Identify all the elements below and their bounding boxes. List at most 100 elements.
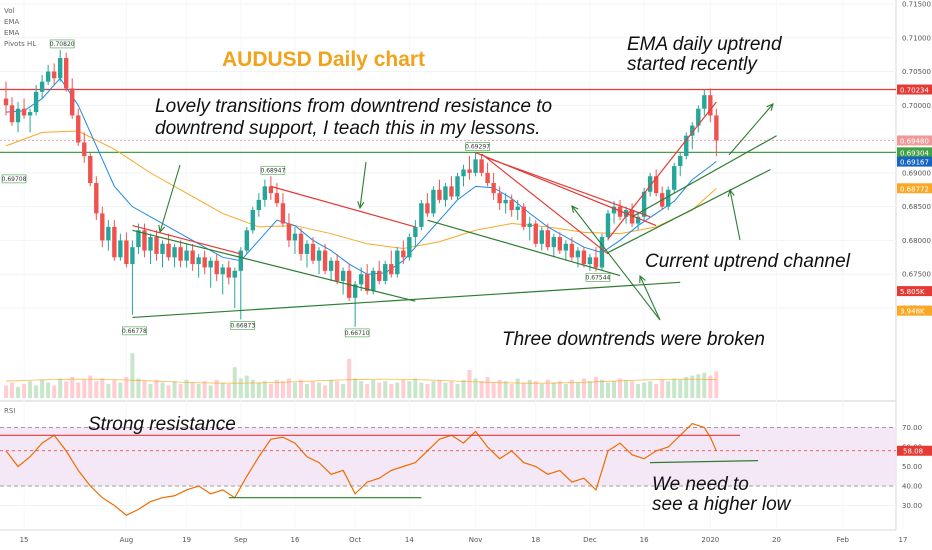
volume-bar	[292, 382, 297, 398]
volume-bar	[383, 381, 388, 398]
volume-bar	[437, 379, 442, 398]
volume-bar	[684, 377, 689, 398]
volume-bar	[618, 378, 623, 398]
date-tick-label: 20	[772, 536, 781, 544]
candle-body	[714, 115, 719, 141]
candle-body	[455, 176, 460, 197]
candle-body	[690, 125, 695, 136]
rsi-label[interactable]: RSI	[4, 407, 15, 415]
volume-bar	[347, 358, 352, 398]
volume-bar	[648, 381, 653, 398]
candle-body	[419, 203, 424, 227]
volume-bar	[708, 375, 713, 398]
volume-bar	[106, 384, 111, 398]
volume-bar	[413, 378, 418, 398]
candle-body	[599, 237, 605, 268]
volume-bar	[563, 384, 568, 398]
candle-body	[286, 223, 292, 241]
candle-body	[166, 243, 171, 258]
price-badge-bg	[897, 305, 932, 316]
volume-bar	[557, 381, 562, 398]
price-badge-label: 0.69167	[900, 159, 929, 167]
arrow-transition-left	[159, 164, 181, 233]
volume-bar	[539, 384, 544, 398]
candle-body	[461, 169, 466, 177]
candle-body	[521, 206, 526, 227]
candle-body	[118, 240, 123, 258]
indicator-ema-2[interactable]: EMA	[4, 29, 19, 37]
candle-body	[268, 186, 274, 194]
candle-body	[557, 237, 563, 251]
volume-bar	[82, 379, 87, 398]
volume-bar	[208, 385, 213, 398]
volume-bar	[124, 377, 129, 398]
volume-bar	[485, 377, 490, 398]
volume-bar	[642, 382, 647, 398]
volume-bar	[88, 375, 93, 398]
candle-body	[563, 243, 569, 251]
volume-bar	[214, 379, 219, 398]
volume-bar	[323, 385, 328, 398]
candle-body	[298, 233, 304, 254]
candle-body	[587, 257, 593, 265]
candle-body	[635, 216, 641, 224]
volume-bar	[238, 378, 243, 398]
volume-bar	[10, 382, 15, 398]
volume-bar	[714, 371, 719, 398]
pivot-box	[585, 273, 611, 282]
price-badge-bg	[897, 286, 932, 297]
pivot-box	[344, 328, 370, 338]
candle-body	[401, 250, 406, 258]
chart-title: AUDUSD Daily chart	[222, 48, 425, 71]
candle-body	[684, 135, 689, 156]
ema-uptrend-line	[607, 101, 717, 240]
candle-body	[64, 58, 69, 89]
price-badge-label: 0.69304	[900, 149, 929, 157]
arrow-three-downtrends-1-head	[571, 204, 579, 213]
candle-body	[569, 243, 575, 258]
volume-bar	[190, 382, 195, 398]
date-tick-label: 2020	[701, 536, 719, 544]
candle-body	[443, 186, 448, 200]
volume-bar	[46, 382, 51, 398]
price-tick-label: 0.70000	[902, 102, 931, 110]
candle-body	[208, 260, 213, 268]
candle-body	[340, 270, 346, 281]
panel-divider	[0, 400, 896, 402]
candle-body	[226, 267, 231, 278]
candle-body	[136, 230, 141, 248]
candle-body	[172, 247, 177, 258]
volume-bar	[702, 372, 707, 398]
long-term-support	[132, 281, 681, 319]
volume-bar	[359, 381, 364, 398]
volume-bar	[419, 382, 424, 398]
date-tick-label: Aug	[120, 536, 134, 544]
volume-bar	[196, 384, 201, 398]
price-badge-label: 3.948K	[900, 308, 925, 316]
pivot-box	[260, 165, 286, 175]
candle-body	[148, 237, 153, 251]
price-panel	[0, 0, 896, 400]
uptrend-channel-mid	[607, 168, 771, 254]
volume-bar	[503, 381, 508, 398]
pivot-label: 0.66710	[345, 330, 370, 337]
indicator-vol[interactable]: Vol	[4, 7, 15, 15]
indicator-ema-1[interactable]: EMA	[4, 18, 19, 26]
candle-body	[575, 250, 581, 258]
volume-bar	[461, 379, 466, 398]
date-tick-label: 19	[182, 536, 191, 544]
volume-bar	[660, 379, 665, 398]
price-tick-label: 0.71500	[902, 1, 931, 9]
indicator-pivots[interactable]: Pivots HL	[4, 40, 36, 48]
candle-body	[358, 274, 364, 285]
annotation-channel: Current uptrend channel	[645, 251, 851, 272]
volume-bar	[696, 374, 701, 398]
candle-body	[467, 169, 472, 173]
volume-bar	[268, 384, 273, 398]
candle-body	[395, 250, 400, 275]
volume-bar	[545, 379, 550, 398]
volume-bar	[395, 382, 400, 398]
candle-body	[551, 237, 557, 248]
candle-body	[112, 226, 117, 258]
